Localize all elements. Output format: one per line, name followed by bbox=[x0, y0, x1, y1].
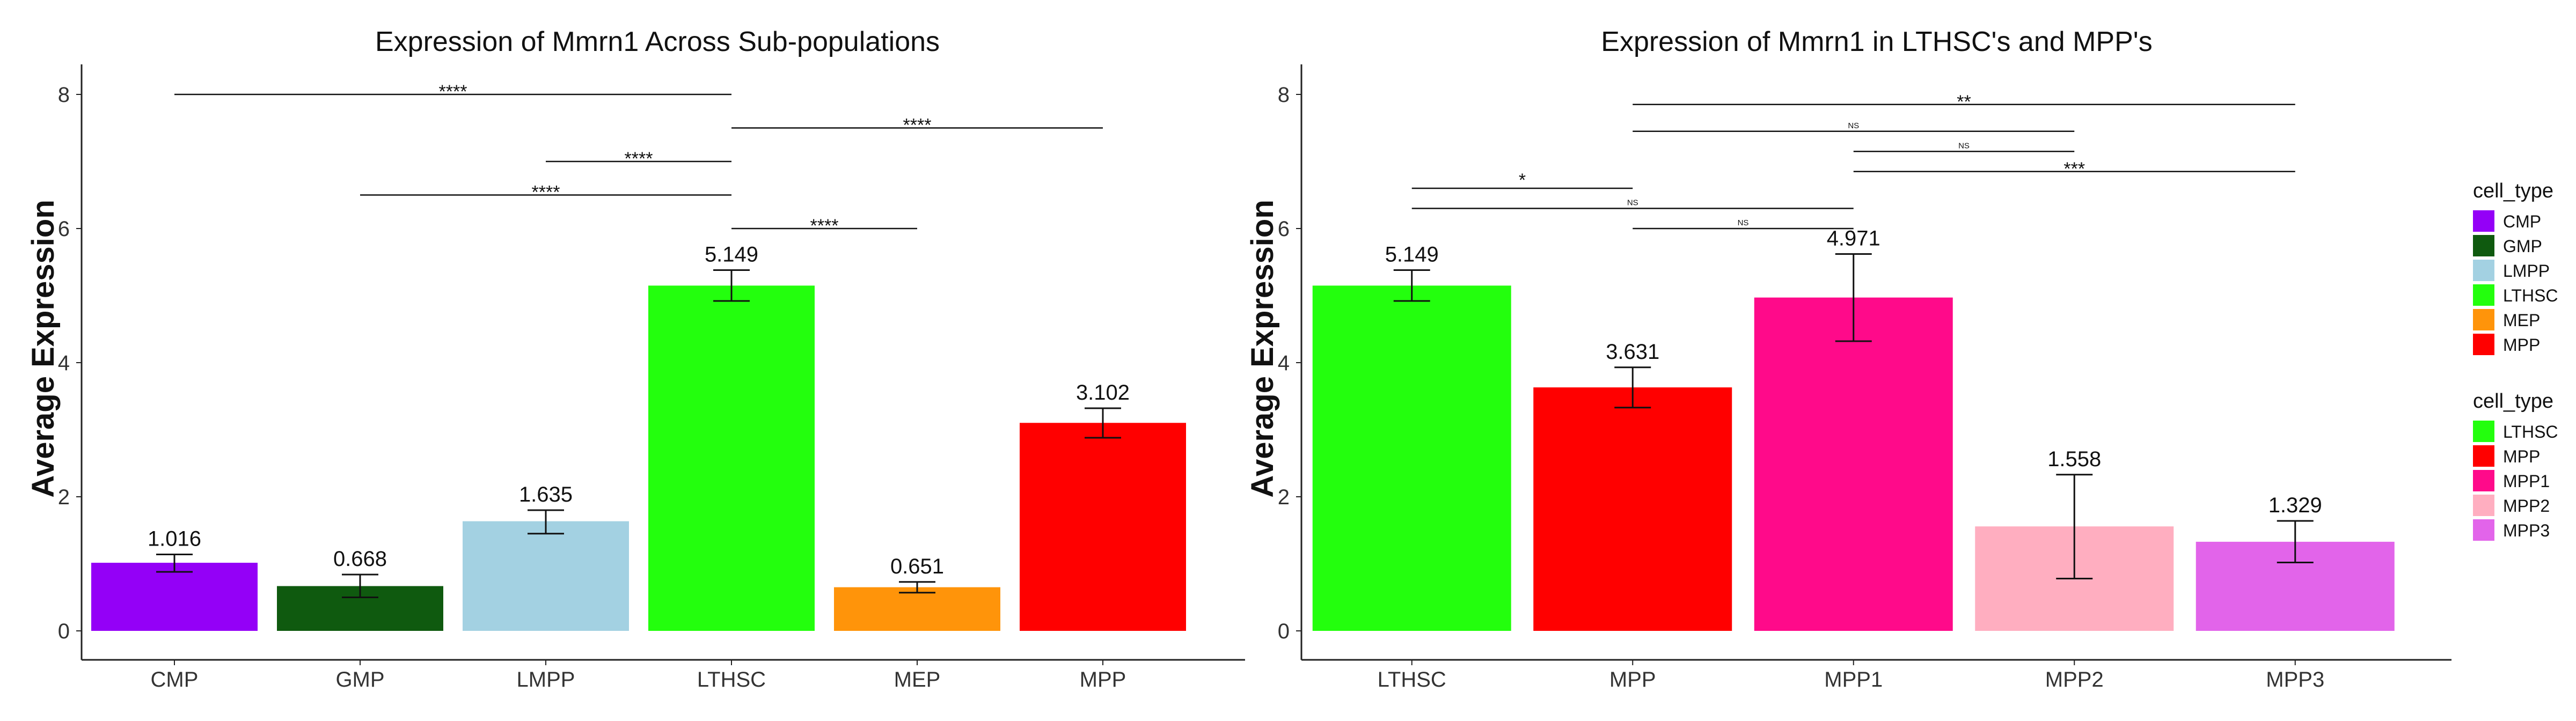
legend-label-mpp: MPP bbox=[2503, 447, 2540, 466]
y-tick-label: 6 bbox=[1278, 217, 1290, 241]
y-tick-label: 0 bbox=[58, 620, 70, 643]
bar-lmpp bbox=[463, 521, 629, 631]
value-label-gmp: 0.668 bbox=[333, 547, 387, 571]
significance-label: **** bbox=[439, 82, 467, 102]
x-tick-label-lthsc: LTHSC bbox=[697, 668, 766, 691]
legend-2: cell_type LTHSC MPP MPP1 MPP2 MPP3 bbox=[2473, 390, 2558, 541]
significance-label: * bbox=[1519, 170, 1526, 190]
legend-label-lthsc: LTHSC bbox=[2503, 422, 2558, 442]
legend-1: cell_type CMP GMP LMPP LTHSC MEP MPP bbox=[2473, 180, 2558, 355]
legend-swatch-mpp3 bbox=[2473, 519, 2494, 541]
value-label-mpp1: 4.971 bbox=[1827, 227, 1880, 251]
value-label-mpp2: 1.558 bbox=[2047, 447, 2101, 471]
value-label-mpp: 3.102 bbox=[1076, 381, 1130, 404]
x-tick-label-mpp2: MPP2 bbox=[2045, 668, 2104, 691]
value-label-lthsc: 5.149 bbox=[1385, 243, 1439, 267]
legend-label-gmp: GMP bbox=[2503, 237, 2542, 256]
y-axis-label: Average Expression bbox=[1245, 200, 1280, 498]
significance-label: NS bbox=[1848, 121, 1859, 130]
value-label-mpp3: 1.329 bbox=[2268, 494, 2322, 517]
legend-swatch-mpp2 bbox=[2473, 495, 2494, 516]
significance-label: ** bbox=[1957, 92, 1971, 112]
significance-label: NS bbox=[1958, 141, 1970, 150]
legend-swatch-mpp bbox=[2473, 445, 2494, 467]
legend-label-mep: MEP bbox=[2503, 311, 2540, 330]
legend-label-lthsc: LTHSC bbox=[2503, 286, 2558, 305]
significance-label: **** bbox=[532, 182, 560, 203]
legend-swatch-lthsc bbox=[2473, 421, 2494, 442]
y-axis-label: Average Expression bbox=[26, 200, 61, 498]
x-tick-label-mep: MEP bbox=[894, 668, 941, 691]
significance-label: **** bbox=[810, 216, 839, 236]
x-tick-label-gmp: GMP bbox=[335, 668, 384, 691]
legend-swatch-gmp bbox=[2473, 235, 2494, 256]
bar-lthsc bbox=[648, 285, 815, 631]
bar-mpp bbox=[1533, 387, 1732, 631]
legend-swatch-mpp bbox=[2473, 334, 2494, 355]
value-label-cmp: 1.016 bbox=[148, 527, 201, 551]
x-tick-label-lmpp: LMPP bbox=[517, 668, 575, 691]
y-tick-label: 2 bbox=[1278, 485, 1290, 509]
value-label-lthsc: 5.149 bbox=[705, 243, 758, 267]
bar-mpp bbox=[1020, 423, 1186, 631]
chart-title: Expression of Mmrn1 in LTHSC's and MPP's bbox=[1601, 26, 2152, 57]
significance-label: NS bbox=[1738, 218, 1749, 227]
legend-swatch-cmp bbox=[2473, 210, 2494, 232]
y-tick-label: 4 bbox=[58, 351, 70, 375]
chart-panel-2: Expression of Mmrn1 in LTHSC's and MPP's… bbox=[1245, 26, 2451, 691]
legend-label-mpp1: MPP1 bbox=[2503, 472, 2550, 491]
y-tick-label: 8 bbox=[1278, 83, 1290, 107]
y-tick-label: 6 bbox=[58, 217, 70, 241]
chart-panel-1: Expression of Mmrn1 Across Sub-populatio… bbox=[26, 26, 1245, 691]
x-tick-label-mpp1: MPP1 bbox=[1824, 668, 1883, 691]
value-label-lmpp: 1.635 bbox=[519, 483, 573, 506]
legend-swatch-mep bbox=[2473, 309, 2494, 330]
legend-swatch-lthsc bbox=[2473, 284, 2494, 306]
x-tick-label-mpp: MPP bbox=[1609, 668, 1656, 691]
bar-mep bbox=[834, 587, 1000, 631]
legend-swatch-mpp1 bbox=[2473, 470, 2494, 491]
chart-title: Expression of Mmrn1 Across Sub-populatio… bbox=[375, 26, 940, 57]
legend-title: cell_type bbox=[2473, 180, 2553, 202]
y-tick-label: 0 bbox=[1278, 620, 1290, 643]
y-tick-label: 2 bbox=[58, 485, 70, 509]
legend-label-cmp: CMP bbox=[2503, 212, 2541, 231]
x-tick-label-lthsc: LTHSC bbox=[1378, 668, 1446, 691]
x-tick-label-mpp3: MPP3 bbox=[2266, 668, 2324, 691]
legend-label-mpp2: MPP2 bbox=[2503, 496, 2550, 516]
significance-label: *** bbox=[2063, 159, 2085, 179]
legend-title: cell_type bbox=[2473, 390, 2553, 413]
legend-label-mpp3: MPP3 bbox=[2503, 521, 2550, 540]
value-label-mpp: 3.631 bbox=[1606, 340, 1659, 364]
bar-cmp bbox=[91, 563, 258, 631]
bar-mpp1 bbox=[1754, 297, 1953, 631]
bar-lthsc bbox=[1312, 285, 1511, 631]
y-tick-label: 4 bbox=[1278, 351, 1290, 375]
y-tick-label: 8 bbox=[58, 83, 70, 107]
significance-label: NS bbox=[1627, 198, 1638, 208]
x-tick-label-cmp: CMP bbox=[151, 668, 199, 691]
legend-label-mpp: MPP bbox=[2503, 335, 2540, 355]
significance-label: **** bbox=[625, 149, 653, 169]
value-label-mep: 0.651 bbox=[890, 555, 944, 578]
legend-swatch-lmpp bbox=[2473, 260, 2494, 281]
significance-label: **** bbox=[903, 115, 932, 136]
legend-label-lmpp: LMPP bbox=[2503, 261, 2550, 281]
x-tick-label-mpp: MPP bbox=[1080, 668, 1126, 691]
